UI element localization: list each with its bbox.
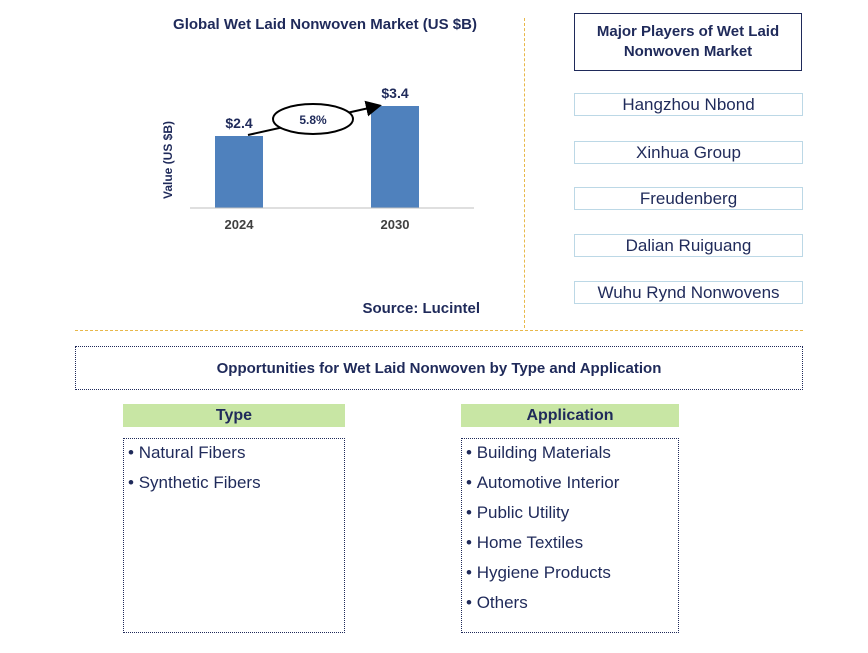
type-heading: Type — [123, 404, 345, 427]
type-item: Natural Fibers — [128, 442, 344, 472]
player-item: Dalian Ruiguang — [574, 234, 803, 257]
type-list-box: Natural Fibers Synthetic Fibers — [123, 438, 345, 633]
opportunities-title: Opportunities for Wet Laid Nonwoven by T… — [75, 346, 803, 390]
application-item: Home Textiles — [466, 532, 678, 562]
application-item: Others — [466, 592, 678, 622]
data-label-2030: $3.4 — [381, 85, 408, 101]
application-item: Building Materials — [466, 442, 678, 472]
type-list: Natural Fibers Synthetic Fibers — [128, 442, 344, 502]
chart-title: Global Wet Laid Nonwoven Market (US $B) — [173, 16, 477, 33]
application-list: Building Materials Automotive Interior P… — [466, 442, 678, 622]
x-tick-2030: 2030 — [381, 217, 410, 232]
player-item: Xinhua Group — [574, 141, 803, 164]
cagr-label: 5.8% — [299, 113, 327, 127]
type-item: Synthetic Fibers — [128, 472, 344, 502]
players-title: Major Players of Wet Laid Nonwoven Marke… — [574, 13, 802, 71]
application-item: Public Utility — [466, 502, 678, 532]
source-label: Source: Lucintel — [362, 300, 480, 317]
vertical-divider — [524, 18, 525, 328]
data-label-2024: $2.4 — [225, 115, 252, 131]
x-tick-2024: 2024 — [225, 217, 255, 232]
application-item: Hygiene Products — [466, 562, 678, 592]
horizontal-divider — [75, 330, 803, 331]
application-list-box: Building Materials Automotive Interior P… — [461, 438, 679, 633]
cagr-ellipse — [272, 103, 354, 135]
application-item: Automotive Interior — [466, 472, 678, 502]
application-heading: Application — [461, 404, 679, 427]
bar-2030 — [371, 106, 419, 208]
y-axis-label: Value (US $B) — [161, 121, 175, 199]
bar-2024 — [215, 136, 263, 208]
player-item: Wuhu Rynd Nonwovens — [574, 281, 803, 304]
bar-chart: Value (US $B) $2.4 2024 $3.4 2030 5.8% — [161, 85, 474, 232]
player-item: Freudenberg — [574, 187, 803, 210]
player-item: Hangzhou Nbond — [574, 93, 803, 116]
